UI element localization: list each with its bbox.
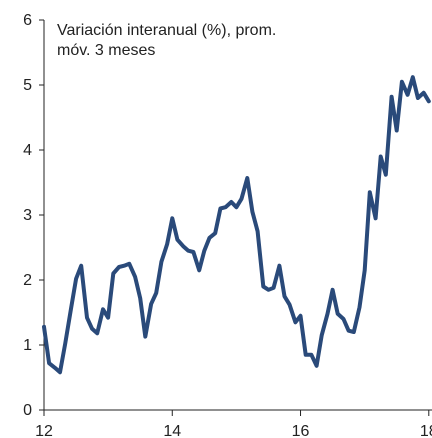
y-tick-label: 4	[23, 142, 32, 159]
x-axis: 12 14 16 18	[35, 409, 432, 438]
y-tick-label: 2	[23, 272, 32, 289]
y-tick-label: 5	[23, 77, 32, 94]
y-tick-label: 1	[23, 337, 32, 354]
y-tick-label: 3	[23, 207, 32, 224]
y-axis: 0 1 2 3 4 5 6	[23, 12, 45, 419]
series-line	[42, 75, 431, 375]
x-tick-label: 12	[35, 423, 53, 438]
x-tick-label: 16	[292, 423, 310, 438]
series-layer	[42, 75, 431, 375]
y-tick-label: 6	[23, 12, 32, 29]
chart-annotation-line-2: móv. 3 meses	[57, 42, 155, 59]
x-tick-label: 14	[163, 423, 181, 438]
y-tick-label: 0	[23, 402, 32, 419]
x-tick-label: 18	[420, 423, 432, 438]
chart-annotation-line-1: Variación interanual (%), prom.	[57, 22, 276, 39]
